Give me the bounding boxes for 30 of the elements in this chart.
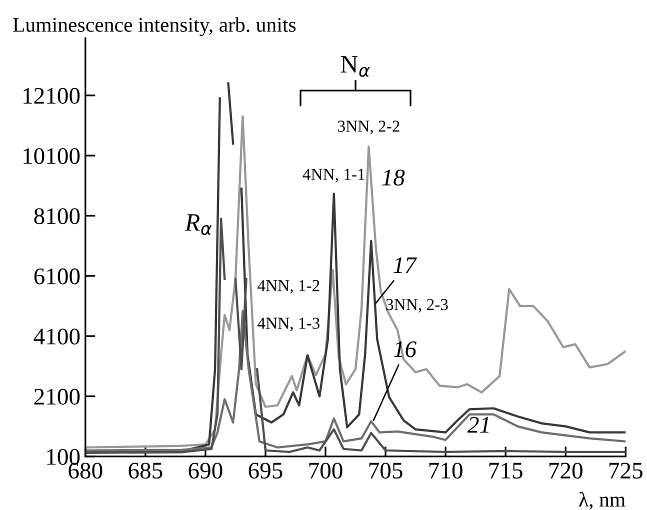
y-tick-label: 6100 bbox=[34, 268, 80, 284]
annotation: 4NN, 1-3 bbox=[258, 318, 320, 332]
annotation: R$_{α}$ bbox=[184, 214, 212, 235]
x-tick-label: 720 bbox=[549, 462, 582, 479]
x-tick-label: 715 bbox=[489, 462, 522, 479]
annotation: 4NN, 1-2 bbox=[258, 280, 320, 294]
x-tick-label: 700 bbox=[309, 462, 342, 479]
y-tick-label: 100 bbox=[47, 448, 80, 465]
y-tick-label: 8100 bbox=[34, 208, 80, 224]
annotation: 17 bbox=[393, 257, 418, 273]
x-tick-label: 680 bbox=[68, 462, 102, 479]
annotation: N$_{α}$ bbox=[340, 56, 370, 77]
annotation: 3NN, 2-3 bbox=[386, 298, 448, 313]
y-tick-label: 2100 bbox=[34, 388, 80, 405]
y-tick-label: 12100 bbox=[24, 88, 80, 104]
y-axis-title: Luminescence intensity, arb. units bbox=[13, 17, 296, 36]
x-tick-label: 690 bbox=[188, 462, 222, 479]
annotation: 3NN, 2-2 bbox=[338, 120, 400, 134]
x-tick-label: 710 bbox=[429, 462, 462, 479]
y-tick-label: 10100 bbox=[24, 148, 80, 164]
annotation: 4NN, 1-1 bbox=[302, 168, 364, 182]
x-tick-label: 685 bbox=[128, 462, 162, 479]
annotation: 18 bbox=[382, 170, 405, 186]
annotation: 21 bbox=[467, 416, 489, 433]
annotation: 16 bbox=[394, 341, 416, 358]
y-tick-label: 4100 bbox=[34, 328, 80, 345]
x-tick-label: 725 bbox=[610, 462, 642, 479]
x-axis-title: λ, nm bbox=[579, 492, 626, 510]
x-tick-label: 705 bbox=[369, 462, 402, 479]
x-tick-label: 695 bbox=[248, 462, 282, 479]
